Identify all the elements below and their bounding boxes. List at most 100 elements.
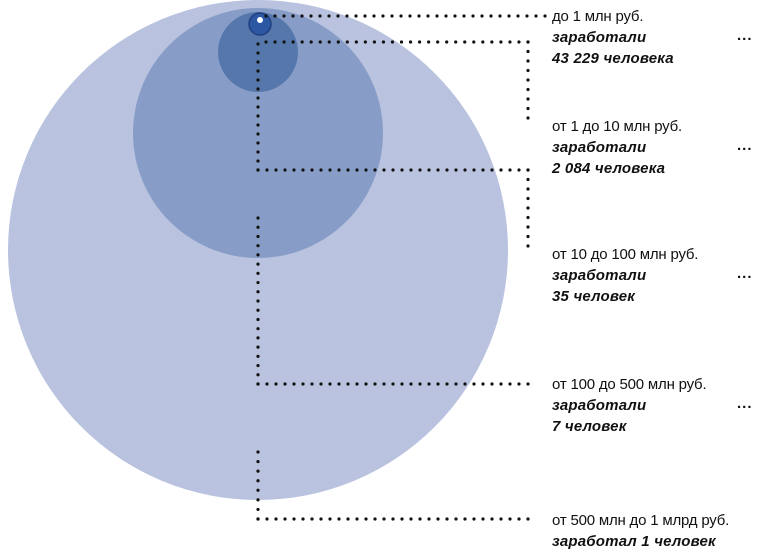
tier-2-line2: 2 084 человека	[552, 160, 666, 177]
leader-dot-tier-4	[256, 354, 260, 358]
leader-dot-tier-3	[454, 168, 458, 172]
circle-1m-10m	[248, 12, 272, 36]
leader-dot-tier-1	[309, 14, 313, 18]
leader-dot-tier-3	[526, 177, 530, 182]
leader-dot-tier-5	[256, 469, 260, 473]
leader-dot-tier-4	[256, 253, 260, 257]
leader-dot-tier-1	[417, 14, 421, 18]
leader-dot-tier-5	[256, 498, 260, 502]
leader-dot-tier-3	[256, 114, 260, 118]
leader-dot-tier-2	[472, 40, 476, 44]
leader-dot-tier-4	[472, 382, 476, 386]
leader-dot-tier-3	[319, 168, 323, 172]
leader-dot-tier-3	[256, 87, 260, 91]
leader-dot-tier-5	[265, 517, 269, 521]
leader-dot-tier-3	[526, 187, 530, 191]
leader-dot-tier-4	[409, 382, 413, 386]
leader-dot-tier-4	[490, 382, 494, 386]
leader-dot-tier-4	[256, 225, 260, 229]
leader-dot-tier-2	[526, 116, 530, 120]
leader-dot-tier-5	[301, 517, 305, 521]
leader-dot-tier-1	[471, 14, 475, 18]
leader-dot-tier-4	[445, 382, 449, 386]
leader-dot-tier-2	[508, 40, 512, 44]
tier-2-line1: заработали	[552, 139, 647, 156]
tier-4-range: от 100 до 500 млн руб.	[552, 376, 707, 393]
leader-dot-tier-2	[526, 40, 530, 44]
leader-dot-tier-1	[426, 14, 430, 18]
leader-dot-tier-3	[526, 168, 530, 172]
leader-dot-tier-3	[391, 168, 395, 172]
leader-dot-tier-1	[489, 14, 493, 18]
leader-dot-tier-1	[363, 14, 367, 18]
leader-dot-tier-3	[427, 168, 431, 172]
leader-dot-tier-3	[256, 96, 260, 100]
leader-dot-tier-5	[418, 517, 422, 521]
leader-dot-tier-5	[346, 517, 350, 521]
leader-dot-tier-4	[463, 382, 467, 386]
leader-dot-tier-1	[408, 14, 412, 18]
leader-dot-tier-4	[283, 382, 287, 386]
leader-dot-tier-5	[490, 517, 494, 521]
leader-dot-tier-4	[337, 382, 341, 386]
leader-dot-tier-4	[382, 382, 386, 386]
leader-dot-tier-3	[517, 168, 521, 172]
leader-dot-tier-2	[481, 40, 485, 44]
leader-dot-tier-5	[436, 517, 440, 521]
leader-dot-tier-2	[381, 40, 386, 44]
leader-dot-tier-2	[363, 40, 367, 44]
leader-dot-tier-2	[526, 97, 530, 101]
leader-dot-tier-5	[256, 507, 260, 512]
leader-dot-tier-4	[364, 382, 368, 386]
leader-dot-tier-2	[436, 40, 440, 44]
leader-dot-tier-4	[256, 299, 260, 303]
leader-dot-tier-3	[526, 206, 530, 210]
leader-dot-tier-3	[301, 168, 305, 172]
leader-dot-tier-3	[472, 168, 476, 172]
leader-dot-tier-2	[291, 40, 295, 44]
leader-dot-tier-1	[336, 14, 340, 18]
leader-dot-tier-2	[427, 40, 431, 44]
tier-2-label: от 1 до 10 млн руб. заработали 2 084 чел…	[552, 116, 682, 179]
leader-dot-tier-3	[256, 159, 260, 163]
tier-5-label: от 500 млн до 1 млрд руб. заработал 1 че…	[552, 510, 729, 552]
leader-dot-tier-2	[490, 40, 494, 44]
leader-dot-tier-4	[499, 382, 503, 386]
leader-dot-tier-2	[318, 40, 322, 44]
leader-dot-tier-2	[526, 106, 530, 111]
tier-1-range: до 1 млн руб.	[552, 8, 644, 25]
leader-dot-tier-3	[328, 168, 332, 172]
leader-dot-tier-1	[462, 14, 466, 18]
leader-dot-tier-4	[256, 382, 260, 386]
leader-dot-tier-4	[427, 382, 431, 386]
leader-dot-tier-3	[256, 78, 260, 82]
leader-dot-tier-3	[382, 168, 386, 172]
leader-dot-tier-3	[445, 168, 449, 172]
leader-dot-tier-5	[292, 517, 296, 521]
leader-dot-tier-3	[256, 60, 260, 64]
leader-dot-tier-1	[444, 14, 448, 18]
leader-dot-tier-5	[463, 517, 467, 521]
leader-dot-tier-5	[256, 479, 260, 483]
leader-dot-tier-2	[499, 40, 503, 44]
leader-dot-tier-5	[508, 517, 512, 521]
leader-dot-tier-4	[454, 382, 458, 386]
leader-dot-tier-1	[543, 14, 547, 18]
leader-dot-tier-1	[498, 14, 502, 18]
leader-dot-tier-2	[526, 49, 530, 54]
leader-dot-tier-2	[372, 40, 377, 44]
leader-dot-tier-3	[526, 234, 530, 239]
leader-dot-tier-1	[318, 14, 322, 18]
leader-dot-tier-3	[526, 244, 530, 248]
leader-dot-tier-4	[256, 308, 260, 312]
leader-dot-tier-2	[336, 40, 340, 44]
leader-dot-tier-3	[526, 225, 530, 229]
tier-4-trailing: ...	[737, 395, 753, 412]
leader-dot-tier-2	[309, 40, 313, 44]
leader-dot-tier-1	[507, 14, 511, 18]
leader-dot-tier-3	[256, 168, 260, 172]
leader-dot-tier-2	[526, 78, 530, 82]
leader-dot-tier-1	[264, 14, 268, 18]
tier-4-label: от 100 до 500 млн руб. заработали 7 чело…	[552, 374, 707, 437]
leader-dot-tier-4	[265, 382, 269, 386]
